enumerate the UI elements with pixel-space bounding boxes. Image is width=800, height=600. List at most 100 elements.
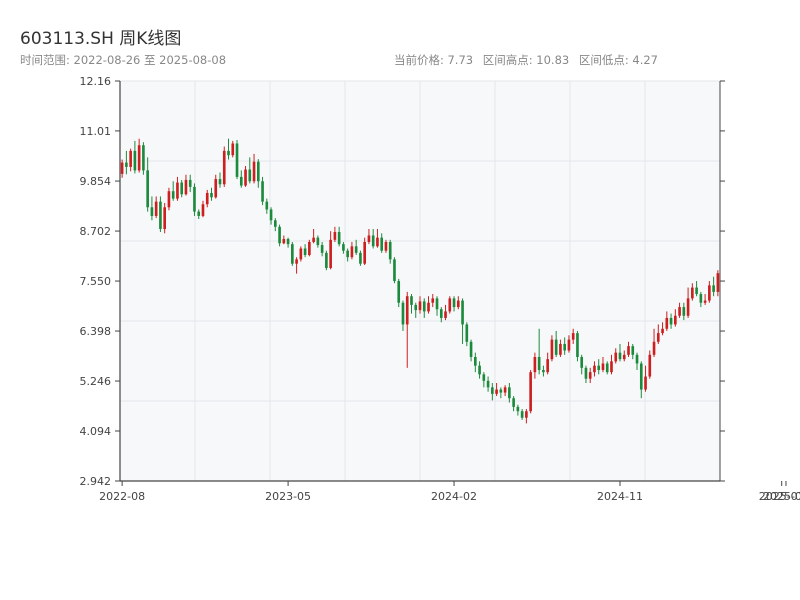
candle: [525, 409, 528, 424]
candle: [222, 146, 226, 187]
candle: [588, 367, 592, 384]
candle: [584, 365, 588, 384]
candle-body: [295, 259, 298, 264]
candle: [422, 298, 426, 318]
candle: [350, 241, 354, 260]
candle-body: [299, 248, 303, 260]
candle-body: [703, 300, 707, 303]
candle-body: [418, 301, 422, 311]
candle-body: [520, 411, 524, 418]
candle: [180, 179, 184, 198]
candle-body: [656, 333, 660, 342]
range-high: 区间高点: 10.83: [482, 53, 570, 67]
y-tick-label: 7.550: [80, 275, 112, 288]
candle: [678, 302, 681, 318]
candle: [533, 352, 537, 379]
candle: [448, 296, 452, 314]
candle-body: [363, 241, 366, 264]
candle: [388, 239, 392, 264]
candle-body: [435, 298, 439, 310]
chart-subtitle: 时间范围: 2022-08-26 至 2025-08-08: [20, 53, 227, 67]
candle: [120, 159, 124, 178]
candle: [312, 228, 315, 244]
candle: [486, 376, 490, 392]
candle: [393, 257, 396, 284]
candle: [210, 187, 213, 201]
candle: [482, 372, 486, 388]
candle-body: [431, 298, 435, 303]
candle: [631, 343, 635, 360]
candle: [674, 309, 677, 327]
candle-body: [231, 143, 235, 156]
candle-body: [622, 354, 626, 360]
y-tick-label: 6.398: [80, 325, 112, 338]
candle-body: [167, 191, 171, 208]
candle: [656, 324, 660, 344]
candle-body: [529, 372, 532, 412]
candle: [563, 337, 566, 355]
candle: [235, 140, 239, 180]
candle-body: [320, 245, 324, 253]
candle-body: [180, 182, 184, 195]
candle-body: [325, 252, 328, 269]
candle-body: [274, 220, 277, 227]
candle: [410, 294, 413, 314]
x-tick-label: 2023-05: [265, 490, 311, 503]
candle: [329, 231, 332, 270]
candle-body: [563, 343, 566, 351]
candle: [686, 287, 690, 318]
candle-body: [278, 226, 281, 244]
candle-body: [691, 287, 694, 299]
candle-body: [712, 285, 715, 292]
candle: [256, 159, 260, 188]
candle: [384, 239, 388, 253]
candle-body: [120, 162, 124, 174]
candles-group: [120, 138, 720, 424]
candle-body: [384, 241, 388, 251]
candle-body: [354, 246, 358, 253]
candle-body: [248, 169, 252, 182]
candle-body: [627, 346, 630, 355]
candle: [435, 296, 439, 316]
candle: [325, 250, 328, 271]
candle: [618, 343, 622, 362]
candle-body: [635, 354, 639, 364]
candle-body: [571, 333, 575, 340]
candle: [154, 196, 158, 219]
candle-body: [176, 182, 179, 199]
candle-body: [401, 302, 405, 325]
candle: [593, 361, 596, 377]
axes: 12.16 11.01 9.854 8.702 7.550 6.398 5.246 4.094…: [80, 75, 800, 503]
y-tick-label: 11.01: [80, 125, 112, 138]
candle-body: [491, 387, 494, 394]
candle-body: [439, 309, 443, 318]
candle-body: [699, 294, 703, 303]
candle: [397, 278, 401, 308]
candle-body: [422, 301, 426, 312]
candle: [418, 296, 422, 314]
candle-body: [614, 352, 618, 362]
candle: [708, 281, 711, 303]
candle-body: [150, 207, 154, 216]
candle-body: [644, 376, 647, 390]
candle: [529, 369, 532, 414]
candle-body: [197, 211, 201, 216]
candle: [635, 352, 639, 370]
candle: [601, 356, 605, 373]
candle-body: [665, 317, 669, 329]
candle-body: [686, 298, 690, 316]
candle: [469, 339, 473, 362]
candle: [427, 296, 430, 314]
candle: [380, 233, 384, 253]
y-tick-label: 4.094: [80, 425, 112, 438]
candle-body: [618, 352, 622, 360]
candle: [337, 226, 341, 247]
candle: [605, 361, 609, 375]
candle: [197, 209, 201, 219]
candle: [163, 202, 166, 234]
candle: [414, 302, 418, 318]
candle: [133, 140, 137, 174]
candle-body: [312, 237, 315, 242]
candle: [227, 138, 230, 160]
candle-body: [163, 207, 166, 229]
